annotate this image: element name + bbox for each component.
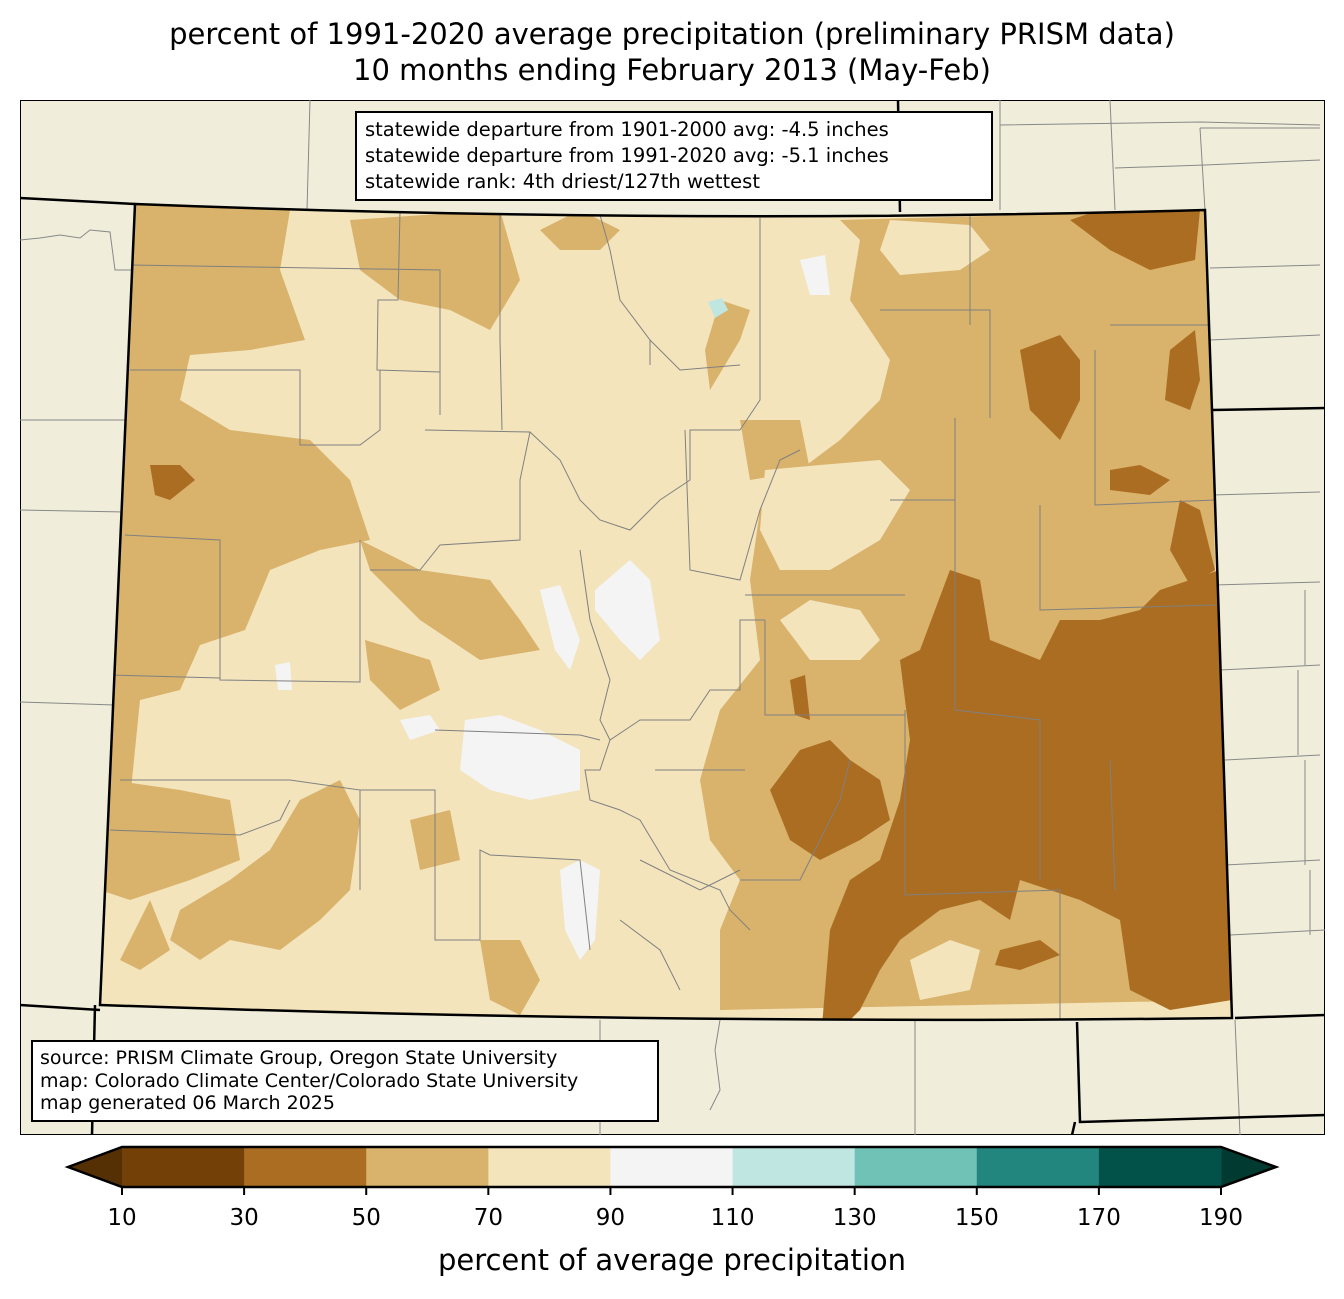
zone-90-110 [275, 255, 830, 960]
statewide-stats-box: statewide departure from 1901-2000 avg: … [355, 111, 993, 201]
colorado-border [98, 202, 1234, 1022]
colorbar-swatch [366, 1147, 489, 1187]
colorbar-swatch [488, 1147, 611, 1187]
source-credit: source: PRISM Climate Group, Oregon Stat… [40, 1047, 558, 1069]
colorbar-swatch [1098, 1147, 1222, 1187]
colorbar-swatch [854, 1147, 978, 1187]
source-box: source: PRISM Climate Group, Oregon Stat… [31, 1040, 659, 1122]
colorbar-swatch [732, 1147, 856, 1187]
colorbar-tick-label: 130 [832, 1205, 877, 1231]
colorado-precip-field [100, 204, 1232, 1020]
colorbar-tick-label: 170 [1076, 1205, 1121, 1231]
departure-1901-2000: statewide departure from 1901-2000 avg: … [365, 118, 889, 141]
zone-110-130 [708, 298, 728, 318]
map-subtitle: 10 months ending February 2013 (May-Feb) [353, 53, 991, 87]
colorbar-swatch [976, 1147, 1100, 1187]
departure-1991-2020: statewide departure from 1991-2020 avg: … [365, 144, 889, 167]
colorbar-swatch [610, 1147, 734, 1187]
zone-30-50 [150, 210, 1232, 1020]
colorbar [64, 1145, 1280, 1195]
colorbar-tick-label: 150 [954, 1205, 999, 1231]
colorbar-swatch [244, 1147, 367, 1187]
county-lines [109, 211, 1216, 1020]
map-credit: map: Colorado Climate Center/Colorado St… [40, 1069, 579, 1092]
colorbar-over-arrow [1221, 1147, 1276, 1187]
colorbar-tick-label: 30 [229, 1205, 259, 1231]
colorbar-tick-label: 90 [595, 1205, 626, 1231]
colorbar-label: percent of average precipitation [437, 1243, 907, 1277]
precipitation-map [20, 100, 1325, 1135]
colorbar-swatch [122, 1147, 245, 1187]
colorbar-tick-label: 50 [351, 1205, 381, 1231]
generated-date: map generated 06 March 2025 [40, 1092, 335, 1114]
colorbar-tick-label: 70 [473, 1205, 503, 1231]
map-title: percent of 1991-2020 average precipitati… [169, 17, 1175, 51]
colorbar-tick-label: 110 [710, 1205, 755, 1231]
colorbar-tick-label: 10 [107, 1205, 137, 1231]
colorbar-tick-label: 190 [1199, 1205, 1243, 1231]
statewide-rank: statewide rank: 4th driest/127th wettest [365, 170, 760, 193]
colorbar-under-arrow [68, 1147, 122, 1187]
